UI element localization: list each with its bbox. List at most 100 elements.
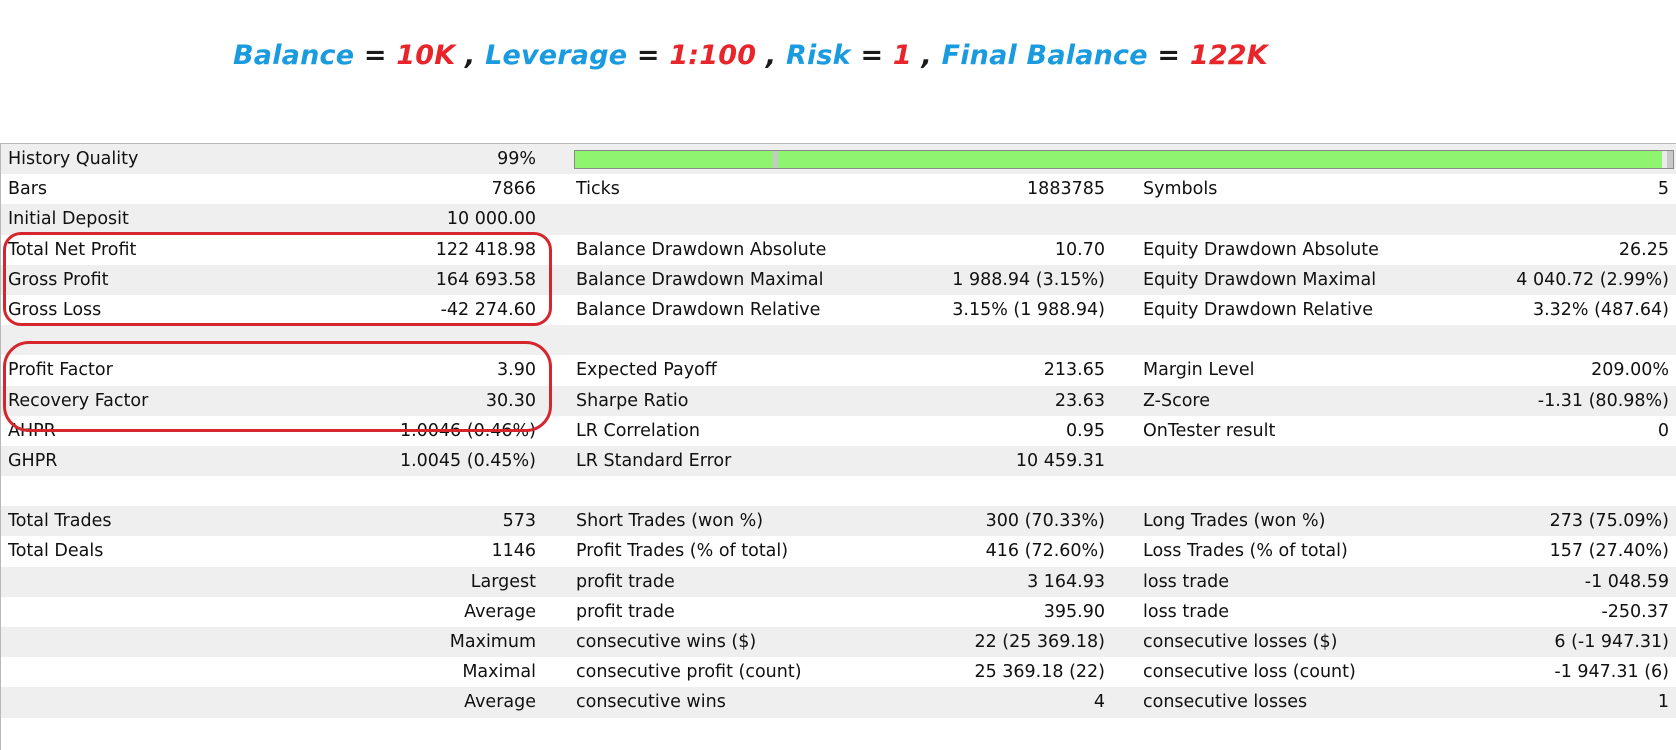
report-row: Average profit trade 395.90 loss trade -250.… [1,597,1676,627]
metric-value: 300 (70.33%) [985,511,1105,532]
metric-sublabel: Largest [470,571,536,592]
equals-sign: = [1157,40,1181,71]
metric-label: Recovery Factor [8,390,149,411]
metric-value: 0 [1657,420,1669,441]
metric-value: 3.90 [497,360,536,381]
metric-sublabel: Maximal [462,662,536,683]
report-row: Gross Profit 164 693.58 Balance Drawdown M… [1,264,1676,295]
equals-sign: = [363,40,387,71]
metric-label [8,325,308,355]
metric-value: 209.00% [1591,360,1669,381]
metric-value: 7866 [491,179,536,200]
metric-label: Sharpe Ratio [576,390,689,411]
leverage-key: Leverage [485,40,628,71]
metric-label: OnTester result [1143,420,1276,441]
metric-value: -250.37 [1601,601,1669,622]
metric-value: 4 040.72 (2.99%) [1516,269,1669,290]
metric-label: consecutive loss (count) [1143,662,1356,683]
metric-label: GHPR [8,450,58,471]
metric-label [8,687,308,717]
metric-value [851,476,1105,506]
metric-label: Profit Factor [8,360,113,381]
metric-label: loss trade [1143,601,1230,622]
metric-label: LR Correlation [576,420,700,441]
metric-label: AHPR [8,420,56,441]
metric-label: Short Trades (won %) [576,511,764,532]
metric-value [1401,325,1669,355]
metric-value: 4 [1093,692,1105,713]
metric-label [8,627,308,657]
report-row [1,476,1676,506]
metric-label: Equity Drawdown Maximal [1143,269,1377,290]
metric-value: -1 048.59 [1584,571,1669,592]
metric-value: 6 (-1 947.31) [1554,632,1669,652]
backtest-report-table: History Quality 99% Bars 7866 Ticks 1883785… [0,143,1676,750]
report-row: Average consecutive wins 4 consecutive loss… [1,687,1676,718]
metric-label: Loss Trades (% of total) [1143,541,1348,562]
metric-label: Balance Drawdown Absolute [576,239,827,260]
metric-label: Long Trades (won %) [1143,511,1326,532]
report-rows: Bars 7866 Ticks 1883785 Symbols 5 Initial Depo… [1,174,1676,748]
metric-label: Z-Score [1143,390,1211,411]
metric-label: Balance Drawdown Maximal [576,269,824,290]
metric-label: Total Net Profit [8,239,137,260]
report-row: Largest profit trade 3 164.93 loss trade -1 … [1,566,1676,597]
metric-label: Expected Payoff [576,360,717,381]
metric-value: 213.65 [1043,360,1105,381]
metric-value [851,325,1105,355]
metric-label: Margin Level [1143,360,1255,381]
final-balance-key: Final Balance [941,40,1148,71]
report-row: Maximum consecutive wins ($) 22 (25 369.18… [1,627,1676,658]
metric-label [8,597,308,627]
history-quality-value: 99% [497,149,536,169]
metric-value: -42 274.60 [440,299,536,320]
metric-label: Profit Trades (% of total) [576,541,789,562]
metric-label: Balance Drawdown Relative [576,299,821,320]
final-balance-value: 122K [1189,40,1268,71]
history-quality-bar-marker [1667,151,1673,168]
metric-value: 3.32% (487.64) [1532,299,1669,320]
metric-label: Equity Drawdown Relative [1143,299,1373,320]
metric-value: -1 947.31 (6) [1554,662,1669,683]
metric-value: 10 000.00 [446,209,536,230]
report-row: GHPR 1.0045 (0.45%) LR Standard Error 10 45… [1,445,1676,477]
metric-value: 573 [502,511,536,532]
report-row: Gross Loss -42 274.60 Balance Drawdown Rel… [1,295,1676,325]
metric-value [1401,204,1669,234]
metric-value: 157 (27.40%) [1549,541,1669,562]
report-row: Total Deals 1146 Profit Trades (% of total… [1,536,1676,566]
metric-value: 23.63 [1054,390,1105,411]
metric-value: 3 164.93 [1027,571,1105,592]
metric-value [301,476,536,506]
metric-label: consecutive wins ($) [576,632,757,652]
metric-label: Gross Loss [8,299,102,320]
report-row: Bars 7866 Ticks 1883785 Symbols 5 [1,174,1676,204]
metric-label: consecutive wins [576,692,726,713]
metric-value: 10.70 [1054,239,1105,260]
equals-sign: = [860,40,884,71]
metric-label: Initial Deposit [8,209,129,230]
balance-value: 10K [396,40,456,71]
metric-value: 0.95 [1066,420,1105,441]
metric-sublabel: Average [464,601,536,622]
metric-label: Bars [8,179,48,200]
metric-value: 1 [1657,692,1669,713]
report-row: Total Trades 573 Short Trades (won %) 300 (… [1,506,1676,537]
metric-value: 416 (72.60%) [985,541,1105,562]
metric-label [8,476,308,506]
equals-sign: = [636,40,660,71]
metric-value: 30.30 [485,390,536,411]
metric-value [851,718,1105,748]
metric-value: 273 (75.09%) [1549,511,1669,532]
metric-sublabel: Average [464,692,536,713]
metric-label [8,567,308,597]
metric-value: 164 693.58 [435,269,536,290]
metric-value: 3.15% (1 988.94) [952,299,1105,320]
metric-label: consecutive profit (count) [576,662,802,683]
metric-label: Equity Drawdown Absolute [1143,239,1379,260]
metric-value: 395.90 [1043,601,1105,622]
metric-sublabel: Maximum [449,632,536,652]
metric-value [1401,446,1669,476]
report-row [1,718,1676,748]
metric-value: 122 418.98 [435,239,536,260]
